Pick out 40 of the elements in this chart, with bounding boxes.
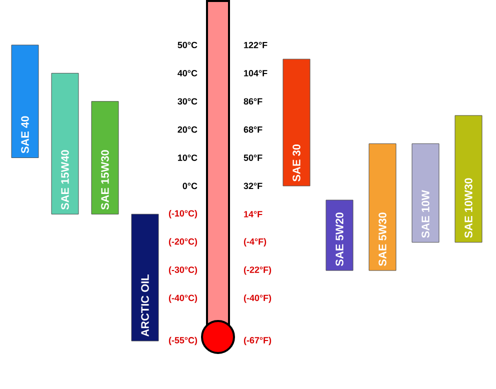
bar (11, 44, 39, 158)
x-tick-label: SAE 10W30 (464, 178, 472, 238)
y-tick-label: (-4°F) (244, 238, 266, 247)
y-tick-label: 104°F (244, 70, 268, 76)
y-tick-label: (-30°C) (168, 266, 198, 275)
bar (91, 101, 119, 214)
x-tick-label: SAE 40 (21, 116, 29, 154)
y-tick-label: 32°F (244, 182, 262, 190)
y-tick-label: (-20°C) (168, 238, 198, 247)
bar (131, 214, 159, 342)
y-tick-label: 68°F (244, 126, 262, 133)
y-tick-label: 10°C (178, 154, 198, 161)
y-tick-label: (-22°F) (244, 266, 272, 275)
y-tick-label: (-67°F) (244, 336, 272, 346)
y-tick-label: 14°F (244, 211, 262, 218)
y-tick-label: (-55°C) (168, 336, 198, 346)
y-tick-label: 50°F (244, 154, 262, 161)
y-tick-label: (-10°C) (168, 210, 198, 218)
x-tick-label: ARCTIC OIL (141, 274, 149, 337)
y-tick-label: 20°C (178, 126, 198, 133)
x-tick-label: SAE 30 (292, 144, 300, 182)
x-tick-label: SAE 15W40 (61, 150, 69, 210)
y-tick-label: 50°C (178, 42, 198, 48)
bar (412, 143, 440, 243)
bar (282, 58, 310, 186)
x-tick-label: SAE 15W30 (101, 150, 109, 210)
x-tick-label: SAE 10W (422, 190, 430, 238)
y-tick-label: 0°C (182, 182, 198, 190)
bar (51, 72, 79, 214)
y-tick-label: 86°F (244, 98, 262, 105)
x-tick-label: SAE 5W20 (336, 212, 344, 266)
y-tick-label: 40°C (178, 70, 198, 76)
y-tick-label: 30°C (178, 98, 198, 105)
bar (454, 115, 482, 243)
bar (368, 143, 396, 271)
y-tick-label: (-40°F) (244, 294, 272, 303)
y-tick-label: 122°F (244, 42, 268, 48)
x-tick-label: SAE 5W30 (378, 212, 386, 266)
bar (326, 200, 354, 271)
y-tick-label: (-40°C) (168, 294, 198, 303)
